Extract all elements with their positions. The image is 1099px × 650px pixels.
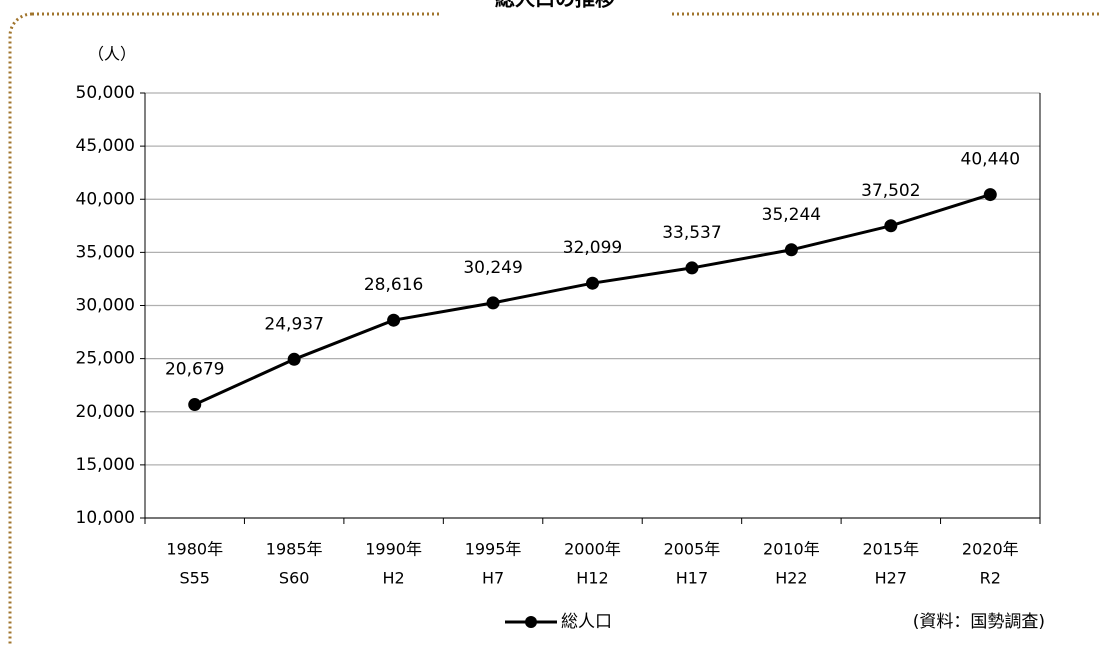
x-tick-label: 2015年 [862,540,919,559]
x-tick-label: H17 [676,569,708,588]
x-tick-label: 2005年 [664,540,721,559]
data-label: 33,537 [662,223,721,243]
x-tick-label: 2010年 [763,540,820,559]
data-point [586,276,599,290]
data-point [287,352,301,366]
x-tick-label: 1995年 [465,540,522,559]
data-label: 40,440 [961,150,1020,170]
y-tick-label: 10,000 [76,508,135,528]
data-label: 35,244 [762,205,821,225]
y-tick-label: 25,000 [76,349,135,369]
y-tick-label: 15,000 [76,455,135,475]
data-point [188,398,202,412]
x-tick-label: 1990年 [365,540,422,559]
data-point [685,261,699,275]
x-tick-label: H7 [482,569,504,588]
data-point [486,296,500,310]
data-label: 37,502 [861,181,920,201]
x-tick-label: S60 [279,569,310,588]
data-label: 24,937 [264,314,323,334]
x-tick-label: 1980年 [166,540,223,559]
data-point [983,188,997,202]
y-tick-label: 50,000 [76,83,135,103]
x-tick-label: H27 [875,569,907,588]
legend-marker [525,616,537,628]
x-tick-label: 2020年 [962,540,1019,559]
y-tick-label: 45,000 [76,136,135,156]
x-tick-label: 1985年 [266,540,323,559]
x-tick-label: S55 [179,569,210,588]
x-tick-label: H2 [383,569,405,588]
x-tick-label: 2000年 [564,540,621,559]
chart-title: 総人口の推移 [495,0,615,11]
x-tick-label: H22 [775,569,807,588]
data-label: 28,616 [364,275,423,295]
y-tick-label: 40,000 [76,189,135,209]
y-tick-label: 30,000 [76,296,135,316]
data-point [387,313,401,327]
y-axis-label: （人） [88,45,136,64]
x-tick-label: R2 [980,569,1001,588]
legend-label: 総人口 [561,612,612,632]
data-label: 32,099 [563,238,622,258]
data-label: 30,249 [463,258,522,278]
data-label: 20,679 [165,360,224,380]
title-backdrop [440,0,670,16]
data-point [884,219,898,233]
y-tick-label: 20,000 [76,402,135,422]
source-note: (資料：国勢調査) [913,612,1045,632]
y-tick-label: 35,000 [76,242,135,262]
x-tick-label: H12 [576,569,608,588]
data-line [194,193,991,406]
data-point [784,243,798,257]
